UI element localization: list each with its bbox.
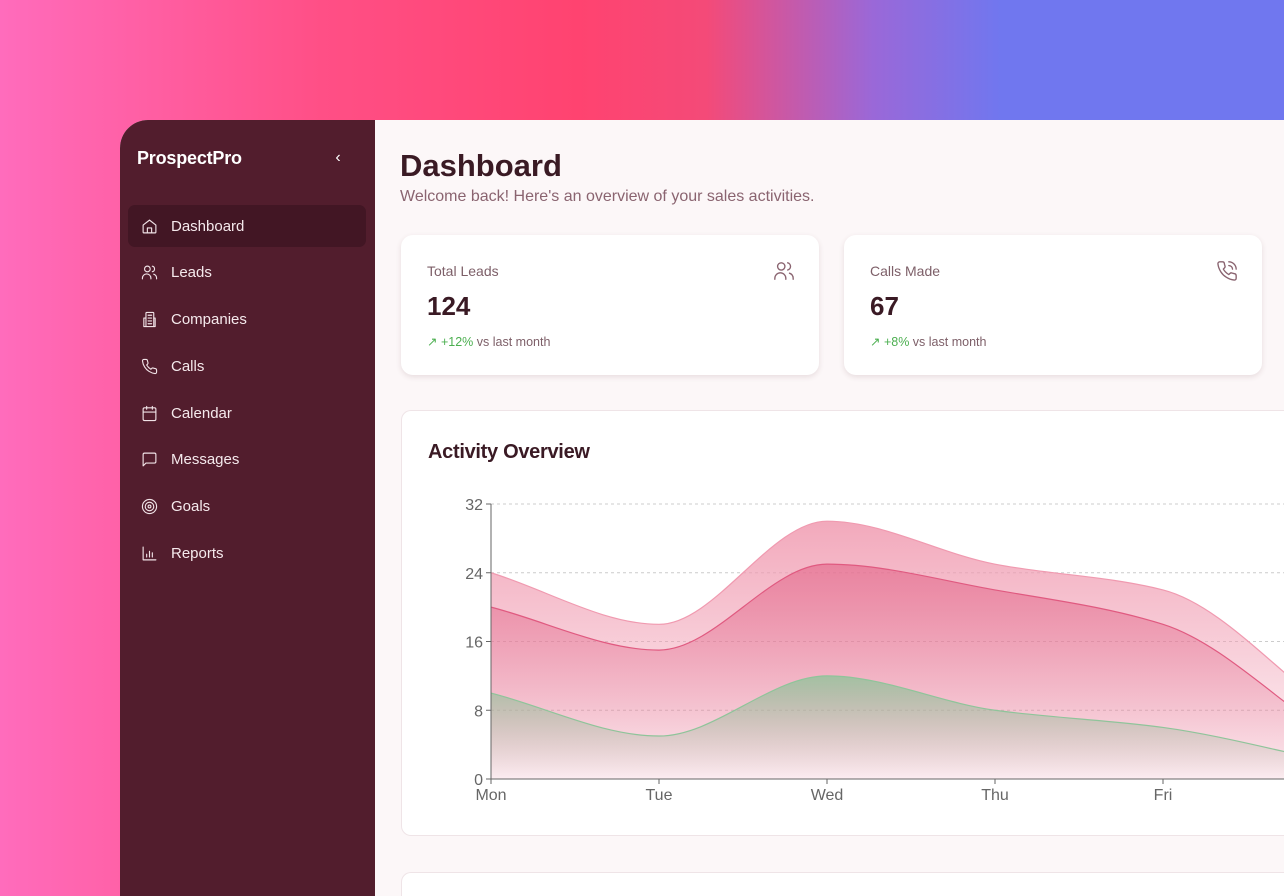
y-tick-label: 8 [474,703,483,720]
change-suffix: vs last month [473,335,551,349]
sidebar-item-label: Reports [171,545,224,563]
phone-call-icon [1217,261,1237,281]
area-series-2 [491,675,1284,779]
stat-value: 124 [427,291,471,321]
sidebar-item-dashboard[interactable]: Dashboard [128,205,366,247]
arrow-up-right-icon: ↗ [870,335,884,349]
users-icon [774,262,794,280]
activity-chart: 08162432MonTueWedThuFriSat [465,497,1284,804]
sidebar-item-companies[interactable]: Companies [128,299,366,341]
sidebar-item-calls[interactable]: Calls [128,345,366,387]
building-icon [143,311,156,328]
change-percent: +8% [883,335,910,349]
chevron-left-icon: ‹ [335,149,341,166]
sidebar-item-label: Messages [171,451,240,469]
stat-change: ↗ +12% vs last month [427,334,550,349]
stat-value: 67 [870,291,899,321]
calendar-icon [142,405,157,421]
page-title: Dashboard [400,148,562,183]
message-icon [142,453,157,467]
home-icon [142,219,157,233]
arrow-up-right-icon: ↗ [427,335,441,349]
sidebar-item-label: Leads [171,264,212,282]
main-content: Dashboard Welcome back! Here's an overvi… [375,120,1284,896]
stat-card-calls-made: Calls Made 67 ↗ +8% vs last month [844,235,1262,375]
app-logo: ProspectPro [137,148,242,168]
app-window: ProspectPro ‹ Dashboard Leads Companies … [120,120,1284,896]
x-tick-label: Tue [646,787,673,804]
target-icon [141,499,158,515]
x-tick-label: Fri [1154,787,1173,804]
sidebar-item-leads[interactable]: Leads [128,252,366,294]
sidebar-item-label: Goals [171,498,211,516]
sidebar-item-goals[interactable]: Goals [128,486,366,528]
x-tick-label: Mon [475,787,506,804]
line-series-2 [490,675,1284,753]
users-icon [141,265,158,280]
phone-icon [141,358,158,374]
collapse-sidebar-button[interactable]: ‹ [328,148,348,168]
bar-chart-icon [142,546,157,561]
change-suffix: vs last month [909,335,987,349]
line-series-1 [490,563,1284,703]
sidebar-item-label: Calls [171,357,205,375]
y-tick-label: 24 [465,566,483,583]
y-tick-label: 32 [465,497,483,514]
stat-card-total-leads: Total Leads 124 ↗ +12% vs last month [401,235,819,375]
sidebar-item-label: Companies [171,311,247,329]
sidebar: ProspectPro ‹ Dashboard Leads Companies … [120,120,375,896]
secondary-card [401,872,1284,896]
x-tick-label: Wed [811,787,844,804]
y-tick-label: 0 [474,772,483,789]
sidebar-item-calendar[interactable]: Calendar [128,392,366,434]
stat-label: Calls Made [870,263,941,279]
stat-label: Total Leads [427,263,499,279]
sidebar-item-reports[interactable]: Reports [128,533,366,575]
chart-title: Activity Overview [428,441,590,463]
sidebar-item-messages[interactable]: Messages [128,439,366,481]
x-tick-label: Thu [981,787,1009,804]
y-tick-label: 16 [465,635,483,652]
page-subtitle: Welcome back! Here's an overview of your… [400,188,815,205]
activity-overview-card: Activity Overview 0 8 16 24 32 Mon Tue Wed Thu Fr… [401,410,1284,836]
line-series-0 [490,520,1284,673]
sidebar-nav: Dashboard Leads Companies Calls Calendar… [128,205,366,579]
stat-change: ↗ +8% vs last month [870,334,986,349]
change-percent: +12% [440,335,474,349]
sidebar-item-label: Calendar [171,404,232,422]
sidebar-item-label: Dashboard [171,217,245,235]
